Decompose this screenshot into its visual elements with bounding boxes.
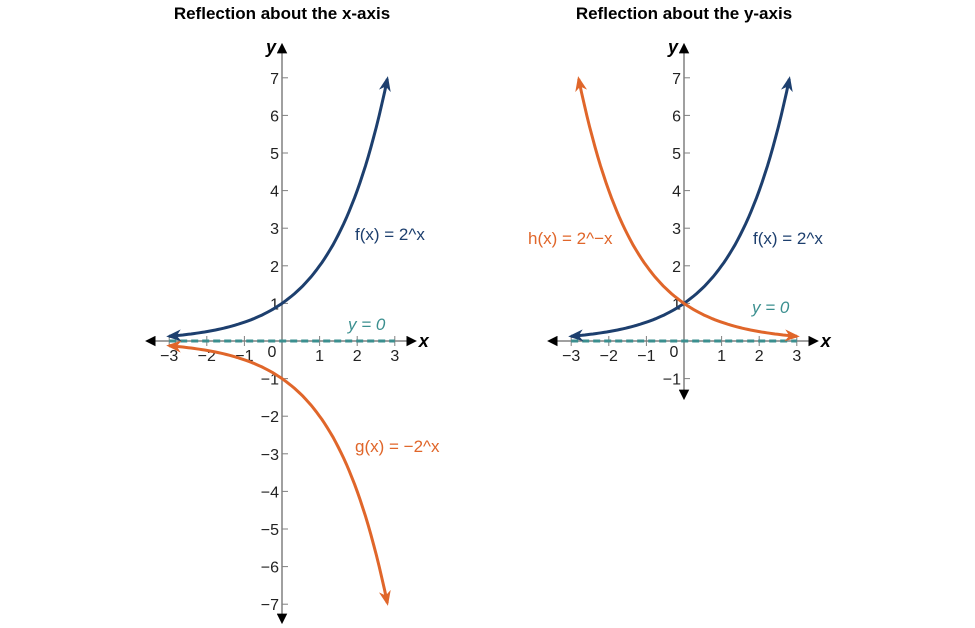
x-tick-label: −3 bbox=[562, 348, 580, 365]
x-tick-label: 2 bbox=[353, 348, 362, 365]
x-tick-label: −2 bbox=[600, 348, 618, 365]
y-tick-label: 7 bbox=[672, 71, 681, 88]
y-tick-label: −7 bbox=[261, 597, 279, 614]
x-tick-label: −1 bbox=[637, 348, 655, 365]
y-tick-label: −1 bbox=[663, 372, 681, 389]
x-tick-label: 1 bbox=[315, 348, 324, 365]
y-tick-label: 6 bbox=[270, 108, 279, 125]
asymptote-label: y = 0 bbox=[347, 315, 386, 334]
asymptote-label: y = 0 bbox=[751, 298, 790, 317]
series-label: h(x) = 2^−x bbox=[528, 229, 613, 248]
chart-title: Reflection about the x-axis bbox=[174, 4, 390, 23]
y-tick-label: −4 bbox=[261, 484, 279, 501]
y-tick-label: 3 bbox=[270, 221, 279, 238]
series-label: f(x) = 2^x bbox=[355, 225, 425, 244]
x-tick-label: 3 bbox=[792, 348, 801, 365]
x-tick-label: 3 bbox=[390, 348, 399, 365]
y-axis-label: y bbox=[265, 37, 277, 57]
series-curve-g bbox=[166, 340, 391, 606]
x-tick-label: 1 bbox=[717, 348, 726, 365]
x-tick-label: 2 bbox=[755, 348, 764, 365]
chart-title: Reflection about the y-axis bbox=[576, 4, 792, 23]
y-tick-label: 5 bbox=[270, 146, 279, 163]
y-tick-label: −6 bbox=[261, 560, 279, 577]
x-tick-label: −3 bbox=[160, 348, 178, 365]
y-tick-label: −5 bbox=[261, 522, 279, 539]
y-axis-label: y bbox=[667, 37, 679, 57]
y-tick-label: 2 bbox=[270, 259, 279, 276]
y-tick-label: 6 bbox=[672, 108, 681, 125]
y-tick-label: −3 bbox=[261, 447, 279, 464]
y-tick-label: −2 bbox=[261, 409, 279, 426]
x-tick-label: 0 bbox=[670, 344, 679, 361]
x-tick-label: 0 bbox=[268, 344, 277, 361]
series-label: g(x) = −2^x bbox=[355, 437, 440, 456]
y-tick-label: 3 bbox=[672, 221, 681, 238]
y-tick-label: 5 bbox=[672, 146, 681, 163]
x-axis-label: x bbox=[418, 331, 430, 351]
y-tick-label: 7 bbox=[270, 71, 279, 88]
series-curve-h bbox=[575, 76, 800, 342]
y-tick-label: 4 bbox=[270, 184, 279, 201]
series-label: f(x) = 2^x bbox=[753, 229, 823, 248]
x-axis-label: x bbox=[820, 331, 832, 351]
y-tick-label: 4 bbox=[672, 184, 681, 201]
series-curve-f bbox=[166, 76, 391, 342]
y-tick-label: 2 bbox=[672, 259, 681, 276]
